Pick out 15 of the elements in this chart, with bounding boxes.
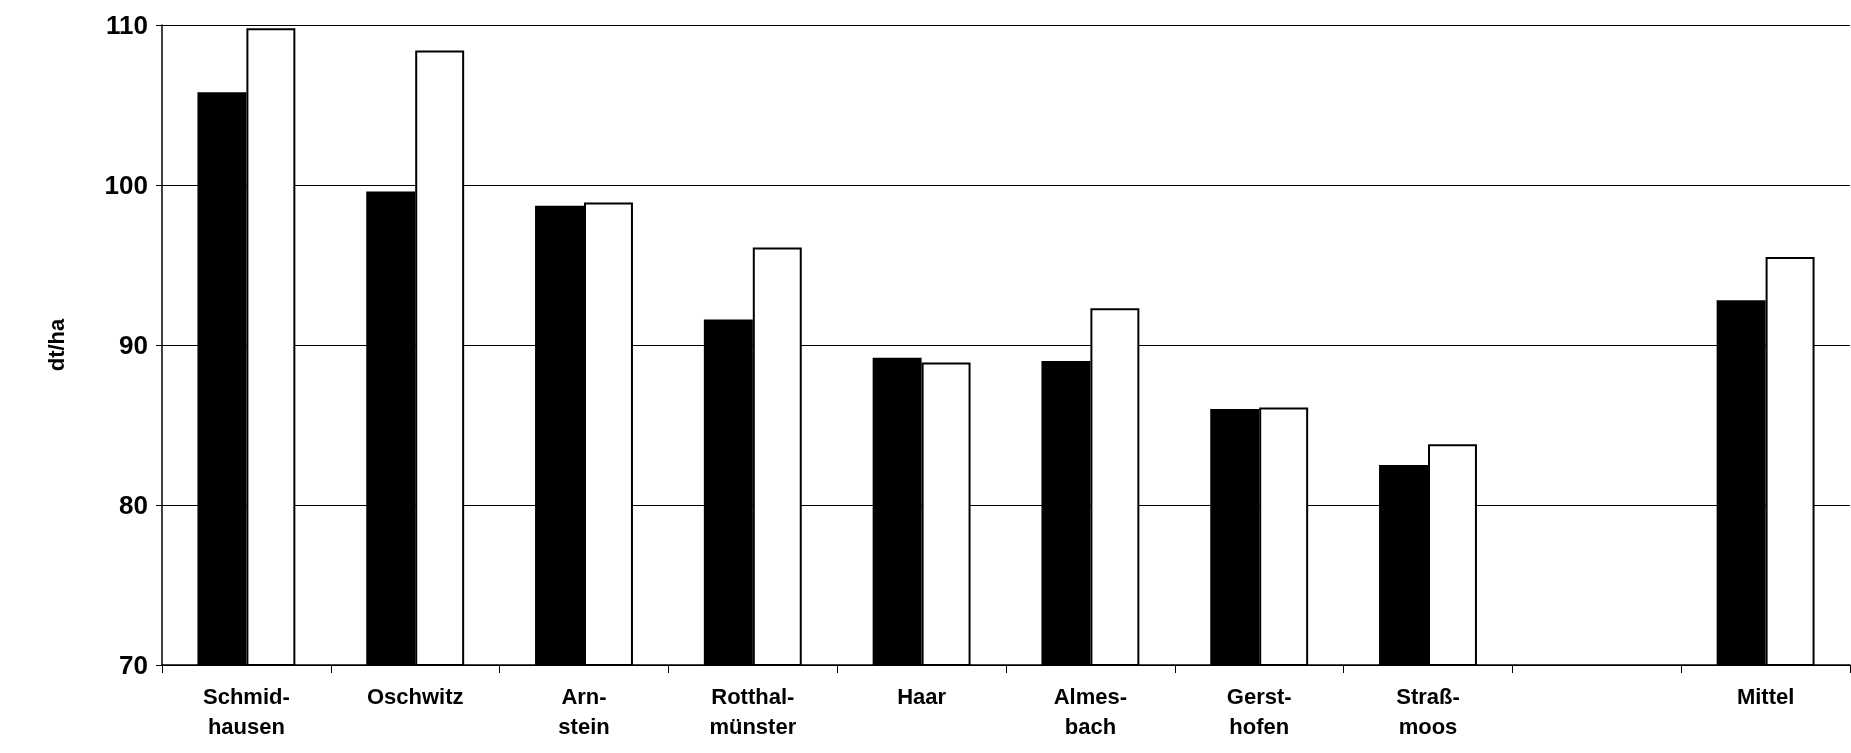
y-axis-title: dt/ha bbox=[43, 317, 69, 372]
x-tick-label: Schmid- hausen bbox=[203, 683, 290, 739]
y-tick-label: 90 bbox=[119, 330, 148, 360]
x-tick-label: Haar bbox=[897, 683, 947, 709]
x-tick-label: Oschwitz bbox=[366, 683, 464, 709]
y-tick-label: 110 bbox=[106, 10, 148, 40]
x-tick-label: Almes- bach bbox=[1053, 683, 1128, 739]
x-tick-label: Gerst- hofen bbox=[1226, 683, 1292, 739]
x-tick-label: Mittel bbox=[1736, 683, 1795, 709]
x-tick-label: Straß- moos bbox=[1396, 683, 1460, 739]
y-tick-label: 70 bbox=[119, 650, 148, 680]
y-tick-label: 100 bbox=[104, 170, 148, 200]
x-tick-label: Arn- stein bbox=[558, 683, 610, 739]
x-tick-label: Rotthal- münster bbox=[709, 683, 797, 739]
y-tick-label: 80 bbox=[119, 490, 148, 520]
